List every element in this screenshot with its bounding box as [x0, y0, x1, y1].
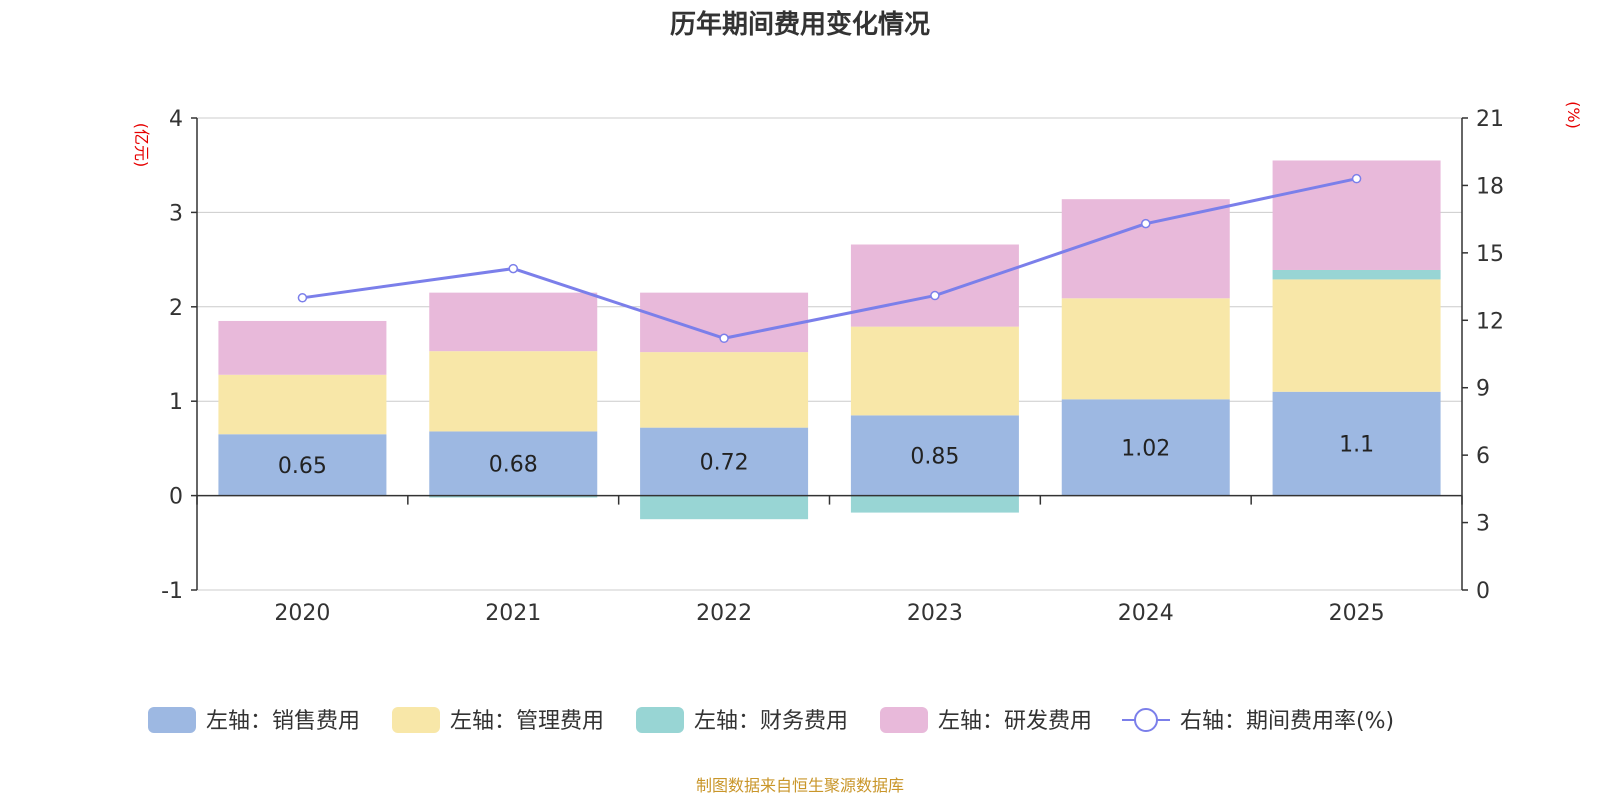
x-axis-label: 2021	[485, 601, 541, 626]
bar-segment	[640, 352, 809, 428]
left-axis-tick-label: 4	[169, 107, 183, 132]
rate-line	[302, 177, 1357, 340]
bar-segment	[850, 244, 1019, 327]
bar-segment	[429, 495, 598, 498]
bar-segment	[1061, 199, 1230, 299]
bar-value-label: 0.68	[489, 453, 538, 478]
legend-label: 左轴：财务费用	[694, 709, 848, 734]
rate-point	[297, 293, 308, 303]
label-layer: 0.65 0.68 0.72 0.85 1.02 1.1	[278, 433, 1374, 479]
bar-value-label: 1.1	[1339, 433, 1374, 458]
bar-value-label: 0.65	[278, 454, 327, 479]
bar-segment	[640, 427, 809, 496]
x-axis-label: 2020	[274, 601, 330, 626]
bar-segment	[1272, 391, 1441, 496]
bar-segment	[1061, 399, 1230, 496]
bar-segment	[1272, 269, 1441, 280]
bar-segment	[429, 351, 598, 432]
legend-marker	[1134, 708, 1158, 732]
legend: 左轴：销售费用 左轴：管理费用 左轴：财务费用 左轴：研发费用 右轴：期间费用率(%)	[148, 707, 1394, 734]
rate-point	[1141, 218, 1151, 229]
bar-segment	[850, 326, 1019, 416]
rate-point	[508, 263, 518, 274]
rate-point	[930, 290, 940, 301]
right-axis-tick-label: 15	[1476, 242, 1504, 267]
rate-point	[719, 333, 729, 344]
left-axis-tick-label: 3	[169, 201, 183, 226]
chart-title: 历年期间费用变化情况	[670, 9, 930, 40]
x-axis-label: 2024	[1118, 601, 1174, 626]
legend-swatch	[636, 707, 684, 733]
bar-value-label: 1.02	[1121, 436, 1170, 461]
legend-swatch	[392, 707, 440, 733]
legend-label: 右轴：期间费用率(%)	[1180, 709, 1394, 734]
right-axis-tick-label: 12	[1476, 309, 1504, 334]
left-axis-tick-label: 1	[169, 390, 183, 415]
bar-segment	[218, 374, 387, 435]
bar-segment	[218, 320, 387, 375]
left-axis-unit: (亿元)	[132, 123, 151, 168]
right-axis-tick-label: 9	[1476, 377, 1490, 402]
x-axis-label: 2025	[1329, 601, 1385, 626]
left-axis-tick-label: 2	[169, 296, 183, 321]
bar-segment	[850, 415, 1019, 496]
legend-label: 左轴：销售费用	[206, 709, 360, 734]
data-source-note: 制图数据来自恒生聚源数据库	[696, 776, 904, 795]
grid-layer	[197, 117, 1462, 591]
bar-segment	[640, 292, 809, 353]
legend-label: 左轴：研发费用	[938, 709, 1092, 734]
bar-segment	[640, 495, 809, 520]
right-axis-tick-label: 3	[1476, 512, 1490, 537]
bar-segment	[218, 434, 387, 496]
right-axis-tick-label: 0	[1476, 579, 1490, 604]
bar-segment	[1272, 279, 1441, 392]
left-axis-tick-label: 0	[169, 485, 183, 510]
bar-value-label: 0.72	[700, 451, 749, 476]
right-axis-unit: (%)	[1564, 101, 1583, 129]
right-axis-tick-label: 21	[1476, 107, 1504, 132]
bar-segment	[1061, 298, 1230, 400]
x-axis-label: 2022	[696, 601, 752, 626]
bar-value-label: 0.85	[910, 444, 959, 469]
right-axis-tick-label: 18	[1476, 174, 1504, 199]
bar-segment	[850, 495, 1019, 513]
bar-segment	[429, 431, 598, 496]
left-axis-tick-label: -1	[161, 579, 183, 604]
legend-swatch	[880, 707, 928, 733]
bar-layer	[218, 160, 1441, 520]
legend-label: 左轴：管理费用	[450, 709, 604, 734]
legend-swatch	[148, 707, 196, 733]
bar-segment	[429, 292, 598, 352]
x-axis-label: 2023	[907, 601, 963, 626]
rate-point	[1351, 173, 1362, 184]
line-layer	[297, 173, 1362, 344]
right-axis-tick-label: 6	[1476, 444, 1490, 469]
